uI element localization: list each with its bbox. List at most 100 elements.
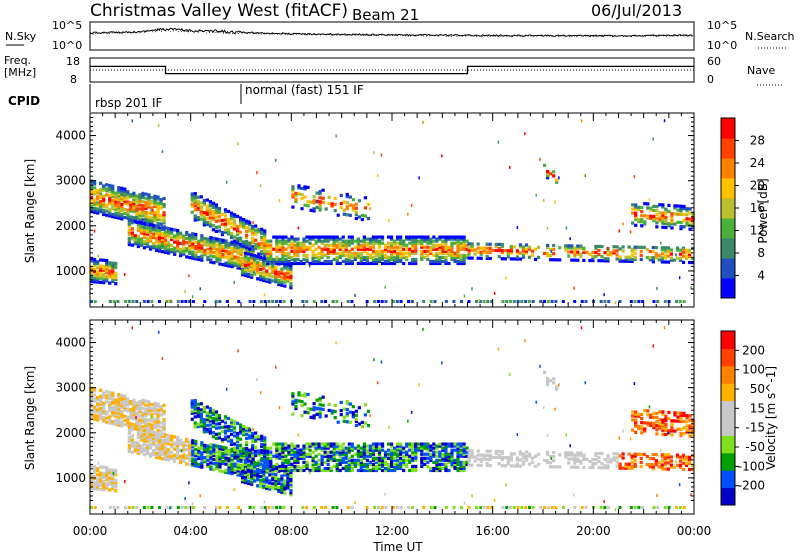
power-floor-cell <box>142 300 146 303</box>
power-cell <box>154 238 159 242</box>
velocity-cell <box>679 433 683 438</box>
velocity-cell <box>338 444 342 448</box>
velocity-cell <box>402 468 406 473</box>
velocity-cell <box>660 453 664 457</box>
velocity-cell <box>120 405 124 410</box>
velocity-cell <box>320 468 324 473</box>
power-cell <box>162 215 166 219</box>
power-cell <box>191 232 195 236</box>
velocity-cell <box>353 462 357 466</box>
power-cell <box>627 245 631 249</box>
velocity-cell <box>470 453 474 457</box>
power-cell <box>108 196 112 200</box>
power-cell <box>194 255 198 259</box>
velocity-cell <box>157 448 162 452</box>
velocity-cell <box>459 442 463 446</box>
velocity-speckle <box>233 488 235 492</box>
velocity-cell <box>688 424 692 428</box>
velocity-cell <box>441 454 445 458</box>
power-cell <box>162 217 166 221</box>
power-cell <box>257 246 261 250</box>
velocity-cell <box>200 457 204 461</box>
power-cell <box>260 229 264 233</box>
power-cell <box>356 247 360 251</box>
velocity-cell <box>229 432 234 436</box>
power-cell <box>139 243 144 247</box>
velocity-cell <box>281 466 285 471</box>
velocity-cell <box>96 483 100 487</box>
power-cell <box>233 243 237 247</box>
power-cell <box>117 190 121 194</box>
velocity-cell <box>417 448 421 452</box>
velocity-cell <box>655 411 659 416</box>
power-speckle <box>573 286 575 290</box>
velocity-cell <box>275 450 279 454</box>
power-cell <box>163 226 168 230</box>
velocity-speckle <box>93 436 96 440</box>
velocity-cell <box>393 446 397 450</box>
power-cell <box>239 266 243 271</box>
velocity-cell <box>170 434 174 438</box>
power-cell <box>93 268 97 272</box>
power-cell <box>447 237 451 241</box>
power-cell <box>99 187 103 192</box>
power-cell <box>132 197 136 201</box>
power-cell <box>344 249 348 253</box>
power-floor-cell <box>682 300 686 303</box>
power-cell <box>117 186 121 190</box>
velocity-cell <box>200 445 204 449</box>
velocity-cell <box>259 478 263 483</box>
power-cell <box>368 253 373 257</box>
velocity-cell <box>570 451 574 455</box>
power-cell <box>135 194 139 198</box>
velocity-cell <box>147 426 151 430</box>
velocity-cell <box>167 450 171 454</box>
velocity-cell <box>179 454 183 459</box>
power-cell <box>127 228 131 232</box>
power-cell <box>141 199 145 204</box>
velocity-cell <box>333 416 337 420</box>
power-cell <box>374 257 379 262</box>
power-cell <box>102 266 106 271</box>
power-cell <box>215 239 219 243</box>
power-cell <box>287 245 291 249</box>
power-cell <box>684 248 689 252</box>
velocity-cell <box>359 460 363 464</box>
power-cell <box>323 253 327 257</box>
power-cell <box>265 273 269 277</box>
power-cell <box>524 247 529 251</box>
velocity-cell <box>251 454 255 458</box>
power-cell <box>248 250 252 254</box>
power-cell <box>262 270 266 274</box>
velocity-cell <box>260 448 264 453</box>
power-cell <box>423 251 427 255</box>
power-cell <box>318 196 322 200</box>
velocity-cell <box>612 456 616 460</box>
power-cell <box>139 239 144 243</box>
power-cell <box>132 216 136 220</box>
colorbar-tick-label: 12 <box>750 224 765 238</box>
velocity-cell <box>157 456 162 460</box>
velocity-cell <box>646 409 650 413</box>
power-cell <box>643 214 647 218</box>
velocity-cell <box>232 446 237 450</box>
power-cell <box>235 241 240 245</box>
power-cell <box>362 243 367 247</box>
power-cell <box>251 228 255 233</box>
power-cell <box>263 239 267 243</box>
velocity-cell <box>224 452 228 456</box>
power-floor-cell <box>305 300 309 303</box>
velocity-cell <box>129 412 133 416</box>
power-cell <box>380 257 385 262</box>
velocity-cell <box>618 462 622 466</box>
velocity-cell <box>278 454 282 458</box>
velocity-cell <box>300 414 304 418</box>
power-cell <box>320 241 324 245</box>
velocity-cell <box>278 448 282 452</box>
velocity-cell <box>212 443 216 447</box>
power-cell <box>90 279 94 284</box>
power-cell <box>108 273 112 277</box>
power-cell <box>108 265 112 269</box>
power-floor-cell <box>520 300 524 303</box>
velocity-cell <box>284 468 288 473</box>
